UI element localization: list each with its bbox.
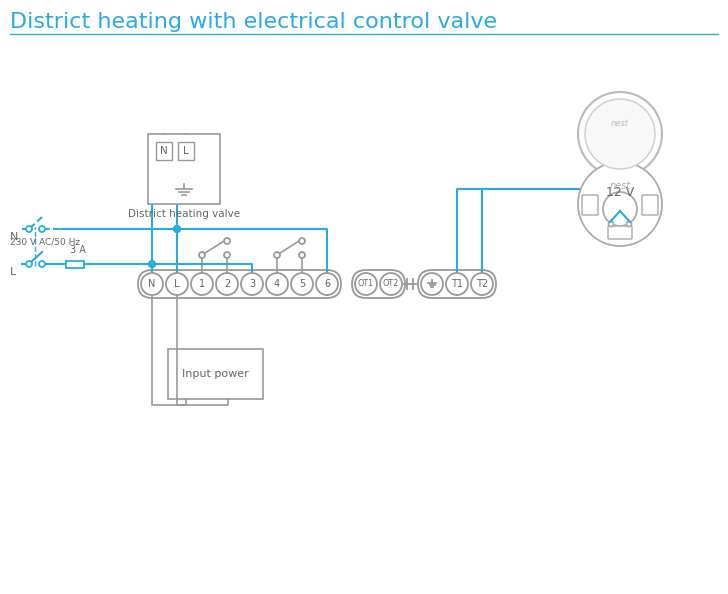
Text: 3 A: 3 A	[70, 245, 86, 255]
Text: District heating valve: District heating valve	[128, 209, 240, 219]
Circle shape	[380, 273, 402, 295]
Text: District heating with electrical control valve: District heating with electrical control…	[10, 12, 497, 32]
Circle shape	[627, 222, 631, 226]
Text: OT2: OT2	[383, 280, 399, 289]
Circle shape	[191, 273, 213, 295]
Text: 12 V: 12 V	[606, 186, 634, 199]
Circle shape	[446, 273, 468, 295]
FancyBboxPatch shape	[642, 195, 658, 215]
Circle shape	[149, 261, 156, 267]
Text: Input power: Input power	[182, 369, 249, 379]
Circle shape	[141, 273, 163, 295]
Circle shape	[299, 252, 305, 258]
FancyBboxPatch shape	[352, 270, 405, 298]
Circle shape	[578, 92, 662, 176]
Text: 230 V AC/50 Hz: 230 V AC/50 Hz	[10, 238, 80, 247]
Circle shape	[299, 238, 305, 244]
Text: L: L	[183, 146, 189, 156]
Circle shape	[224, 238, 230, 244]
Circle shape	[216, 273, 238, 295]
Circle shape	[173, 226, 181, 232]
Circle shape	[609, 222, 614, 226]
Text: 4: 4	[274, 279, 280, 289]
FancyBboxPatch shape	[138, 270, 341, 298]
Bar	[156, 142, 172, 160]
Text: L: L	[174, 279, 180, 289]
FancyBboxPatch shape	[608, 226, 632, 239]
Text: T2: T2	[476, 279, 488, 289]
Circle shape	[26, 261, 32, 267]
Circle shape	[471, 273, 493, 295]
Circle shape	[266, 273, 288, 295]
Circle shape	[291, 273, 313, 295]
Text: T1: T1	[451, 279, 463, 289]
Circle shape	[224, 252, 230, 258]
Circle shape	[274, 252, 280, 258]
Circle shape	[578, 162, 662, 246]
Bar	[168, 349, 263, 399]
Text: 6: 6	[324, 279, 330, 289]
Circle shape	[39, 261, 45, 267]
Circle shape	[199, 252, 205, 258]
Bar	[148, 134, 220, 204]
Circle shape	[241, 273, 263, 295]
Text: N: N	[10, 232, 18, 242]
Circle shape	[166, 273, 188, 295]
Text: 2: 2	[224, 279, 230, 289]
Text: OT1: OT1	[358, 280, 374, 289]
Text: 5: 5	[299, 279, 305, 289]
Bar	[178, 142, 194, 160]
Text: 1: 1	[199, 279, 205, 289]
Text: N: N	[149, 279, 156, 289]
Circle shape	[39, 226, 45, 232]
Text: nest: nest	[611, 119, 629, 128]
FancyBboxPatch shape	[582, 195, 598, 215]
Circle shape	[603, 192, 637, 226]
FancyBboxPatch shape	[418, 270, 496, 298]
Text: nest: nest	[609, 181, 630, 191]
Circle shape	[316, 273, 338, 295]
Circle shape	[421, 273, 443, 295]
Circle shape	[355, 273, 377, 295]
Circle shape	[585, 99, 655, 169]
Text: 3: 3	[249, 279, 255, 289]
Text: L: L	[10, 267, 16, 277]
Circle shape	[26, 226, 32, 232]
Bar	[66, 261, 84, 267]
Text: N: N	[160, 146, 168, 156]
